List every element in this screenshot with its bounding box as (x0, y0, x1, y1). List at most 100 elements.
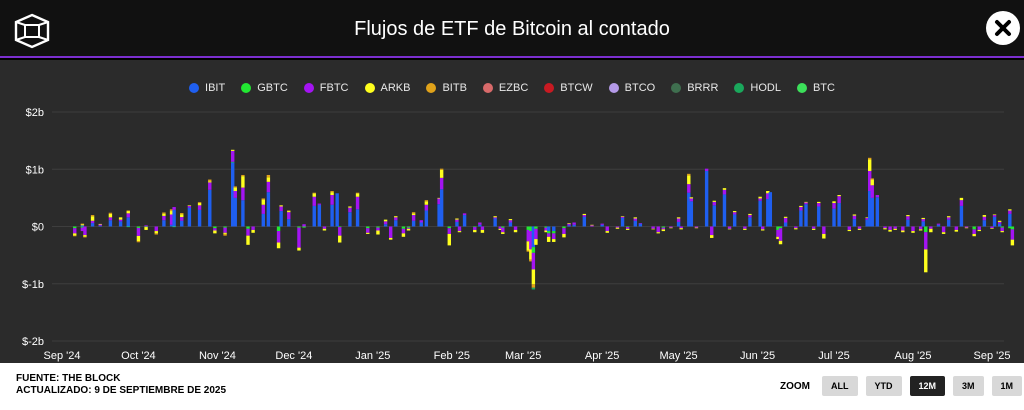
bar-segment-bitb[interactable] (136, 241, 141, 243)
bar-segment-ibit[interactable] (437, 204, 441, 227)
bar-segment-ibit[interactable] (241, 200, 245, 227)
bar-segment-gbtc[interactable] (401, 226, 406, 229)
bar-segment-fbtc[interactable] (401, 228, 406, 234)
bar-segment-gbtc[interactable] (1000, 226, 1004, 228)
bar-segment-gbtc[interactable] (80, 226, 85, 228)
bar-segment-bitb[interactable] (867, 157, 872, 160)
bar-segment-fbtc[interactable] (656, 226, 660, 233)
bar-segment-fbtc[interactable] (918, 226, 923, 230)
bar-segment-fbtc[interactable] (231, 150, 235, 162)
bar-segment-fbtc[interactable] (439, 177, 444, 190)
bar-segment-fbtc[interactable] (213, 228, 217, 231)
bar-segment-ibit[interactable] (172, 209, 176, 227)
legend-item-brrr[interactable]: BRRR (671, 80, 718, 96)
legend-item-btco[interactable]: BTCO (608, 80, 655, 96)
bar-segment-arkb[interactable] (223, 232, 227, 234)
bar-segment-arkb[interactable] (794, 228, 798, 230)
bar-segment-ibit[interactable] (804, 204, 808, 227)
bar-segment-arkb[interactable] (108, 213, 113, 218)
bar-segment-ibit[interactable] (394, 220, 398, 227)
bar-segment-hodl[interactable] (531, 287, 536, 290)
bar-segment-arkb[interactable] (126, 211, 130, 214)
bar-segment-arkb[interactable] (590, 224, 594, 226)
bar-segment-ibit[interactable] (572, 224, 576, 227)
bar-segment-fbtc[interactable] (154, 226, 158, 232)
bar-segment-fbtc[interactable] (108, 217, 113, 221)
bar-segment-ibit[interactable] (567, 225, 571, 227)
bar-segment-fbtc[interactable] (1010, 229, 1015, 240)
bar-segment-arkb[interactable] (766, 191, 770, 194)
bar-segment-arkb[interactable] (847, 229, 852, 232)
bar-segment-fbtc[interactable] (478, 222, 482, 225)
bar-segment-fbtc[interactable] (954, 226, 959, 230)
bar-segment-ibit[interactable] (335, 193, 339, 227)
bar-segment-bitb[interactable] (287, 210, 291, 212)
bar-segment-arkb[interactable] (732, 211, 737, 213)
bar-segment-gbtc[interactable] (366, 226, 370, 229)
bar-segment-ibit[interactable] (870, 197, 874, 227)
bar-segment-arkb[interactable] (929, 228, 933, 233)
bar-segment-bitb[interactable] (73, 235, 77, 237)
bar-segment-arkb[interactable] (388, 237, 393, 240)
bar-segment-bitb[interactable] (154, 233, 158, 235)
bar-segment-fbtc[interactable] (704, 168, 709, 171)
bar-segment-fbtc[interactable] (732, 212, 737, 215)
bar-segment-ibit[interactable] (424, 210, 429, 227)
bar-segment-ibit[interactable] (676, 221, 681, 227)
bar-segment-arkb[interactable] (531, 269, 536, 285)
bar-segment-fbtc[interactable] (997, 221, 1002, 224)
bar-segment-arkb[interactable] (241, 176, 245, 188)
bar-segment-arkb[interactable] (977, 229, 981, 232)
bar-segment-arkb[interactable] (276, 242, 281, 249)
bar-segment-fbtc[interactable] (582, 215, 587, 217)
bar-segment-gbtc[interactable] (661, 226, 666, 228)
bar-segment-fbtc[interactable] (694, 226, 699, 228)
bar-segment-fbtc[interactable] (633, 218, 637, 221)
legend-item-bitb[interactable]: BITB (426, 80, 467, 96)
bar-segment-ibit[interactable] (997, 223, 1002, 227)
bar-segment-fbtc[interactable] (689, 198, 694, 202)
bar-segment-bitb[interactable] (83, 236, 87, 238)
bar-segment-arkb[interactable] (760, 229, 765, 231)
bar-segment-fbtc[interactable] (233, 191, 237, 198)
bar-segment-fbtc[interactable] (162, 215, 166, 221)
bar-segment-ibit[interactable] (837, 203, 841, 227)
bar-segment-ibit[interactable] (817, 206, 821, 227)
bar-segment-arkb[interactable] (941, 232, 946, 234)
bar-segment-arkb[interactable] (689, 197, 694, 199)
bar-segment-fbtc[interactable] (457, 226, 462, 232)
bar-segment-fbtc[interactable] (90, 220, 95, 224)
bar-segment-arkb[interactable] (534, 239, 538, 245)
bar-segment-fbtc[interactable] (546, 233, 551, 237)
bar-segment-gbtc[interactable] (231, 161, 235, 163)
bar-segment-fbtc[interactable] (651, 226, 655, 229)
bar-segment-arkb[interactable] (266, 177, 271, 182)
bar-segment-arkb[interactable] (233, 187, 237, 192)
bar-segment-gbtc[interactable] (534, 226, 538, 229)
bar-segment-gbtc[interactable] (544, 226, 548, 228)
bar-segment-ibit[interactable] (98, 225, 102, 227)
bar-segment-bitb[interactable] (439, 168, 444, 170)
zoom-button-ytd[interactable]: YTD (865, 376, 902, 396)
bar-segment-ibit[interactable] (722, 194, 727, 227)
bar-segment-ibit[interactable] (233, 197, 237, 227)
bar-segment-fbtc[interactable] (73, 228, 77, 234)
bar-segment-arkb[interactable] (98, 223, 102, 225)
bar-segment-arkb[interactable] (154, 231, 158, 234)
legend-item-ezbc[interactable]: EZBC (482, 80, 528, 96)
bar-segment-fbtc[interactable] (852, 215, 857, 220)
bar-segment-arkb[interactable] (918, 229, 923, 231)
bar-segment-arkb[interactable] (1000, 231, 1004, 233)
bar-segment-arkb[interactable] (73, 233, 77, 236)
bar-segment-gbtc[interactable] (529, 226, 533, 232)
bar-segment-arkb[interactable] (213, 230, 217, 234)
bar-segment-gbtc[interactable] (223, 226, 227, 228)
bar-segment-arkb[interactable] (526, 241, 530, 251)
bar-segment-ibit[interactable] (180, 220, 184, 227)
bar-segment-arkb[interactable] (473, 229, 477, 233)
bar-segment-fbtc[interactable] (722, 189, 727, 195)
bar-segment-ibit[interactable] (493, 218, 497, 227)
bar-segment-fbtc[interactable] (513, 226, 518, 230)
bar-segment-arkb[interactable] (330, 192, 334, 196)
bar-segment-bitb[interactable] (266, 174, 271, 178)
